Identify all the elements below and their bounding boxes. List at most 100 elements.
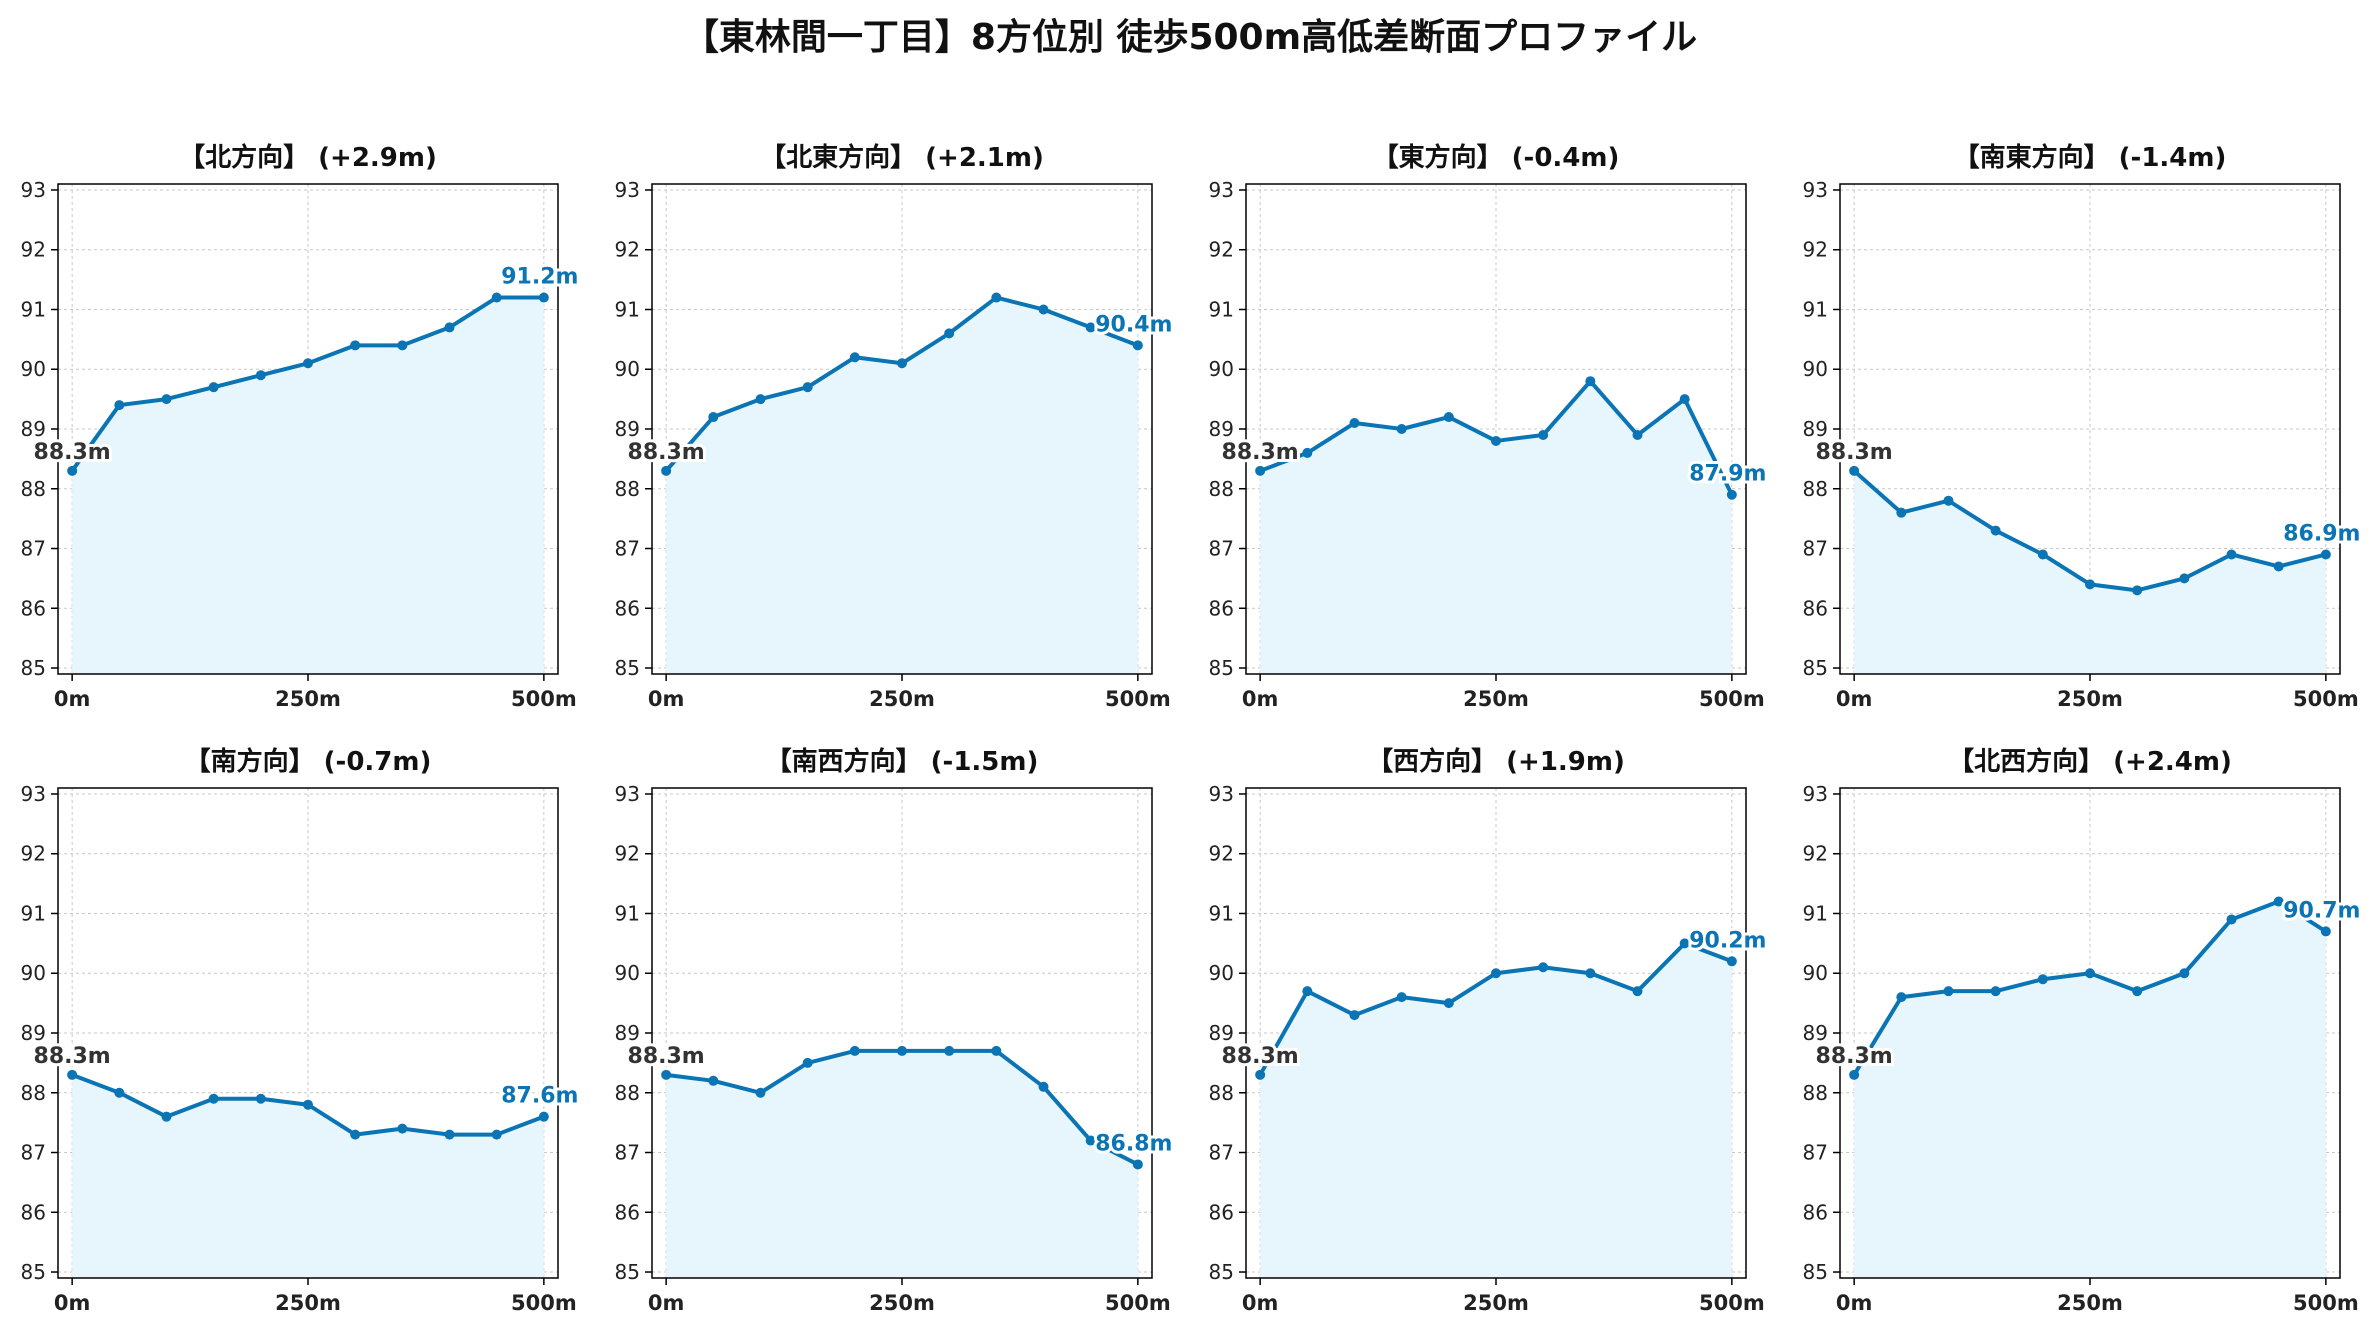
y-tick-label: 92 xyxy=(21,238,46,262)
chart-panel-8: 【北西方向】 (+2.4m) 85 86 87 88 89 90 91 92 93 0m 250m 50… xyxy=(1803,746,2364,1315)
data-point xyxy=(161,394,172,405)
data-point xyxy=(1726,956,1737,967)
data-point xyxy=(2037,549,2048,560)
x-tick-label: 500m xyxy=(1699,687,1765,711)
start-elevation-label: 88.3m xyxy=(628,440,705,465)
start-elevation-label: 88.3m xyxy=(1222,440,1299,465)
start-elevation-label: 88.3m xyxy=(628,1044,705,1069)
end-elevation-label: 90.7m xyxy=(2283,898,2360,923)
end-elevation-label: 86.8m xyxy=(1095,1131,1172,1156)
x-tick-label: 250m xyxy=(869,687,935,711)
y-tick-label: 89 xyxy=(21,1021,46,1045)
y-tick-label: 93 xyxy=(21,782,46,806)
data-point xyxy=(1585,968,1596,979)
x-tick-label: 500m xyxy=(1105,1291,1171,1315)
data-point xyxy=(255,1093,266,1104)
y-tick-label: 87 xyxy=(615,1141,640,1165)
x-tick-label: 0m xyxy=(1836,687,1873,711)
data-point xyxy=(538,1111,549,1122)
x-tick-label: 250m xyxy=(275,1291,341,1315)
data-point xyxy=(2273,561,2284,572)
data-point xyxy=(1302,447,1313,458)
data-point xyxy=(1679,394,1690,405)
y-tick-label: 93 xyxy=(615,782,640,806)
y-tick-label: 90 xyxy=(1209,357,1234,381)
start-elevation-label: 88.3m xyxy=(1816,1044,1893,1069)
y-tick-label: 91 xyxy=(1803,901,1828,925)
y-tick-label: 93 xyxy=(1803,178,1828,202)
area-fill xyxy=(72,297,544,674)
x-tick-label: 500m xyxy=(1699,1291,1765,1315)
data-point xyxy=(1349,418,1360,429)
y-tick-label: 88 xyxy=(1803,1081,1828,1105)
y-tick-label: 90 xyxy=(1209,961,1234,985)
x-tick-label: 250m xyxy=(1463,687,1529,711)
data-point xyxy=(1990,986,2001,997)
y-tick-label: 89 xyxy=(21,417,46,441)
data-point xyxy=(991,1045,1002,1056)
x-tick-label: 0m xyxy=(648,1291,685,1315)
x-tick-label: 0m xyxy=(648,687,685,711)
data-point xyxy=(1896,507,1907,518)
y-tick-label: 88 xyxy=(1803,477,1828,501)
panel-title: 【西方向】 (+1.9m) xyxy=(1367,746,1625,777)
data-point xyxy=(1585,376,1596,387)
data-point xyxy=(2085,579,2095,590)
data-point xyxy=(708,1075,719,1086)
data-point xyxy=(538,292,549,303)
y-tick-label: 87 xyxy=(21,1141,46,1165)
data-point xyxy=(991,292,1002,303)
end-elevation-label: 90.2m xyxy=(1689,928,1766,953)
data-point xyxy=(2320,549,2331,560)
data-point xyxy=(1396,992,1407,1003)
data-point xyxy=(944,1045,955,1056)
y-tick-label: 87 xyxy=(1209,537,1234,561)
y-tick-label: 87 xyxy=(21,537,46,561)
y-tick-label: 88 xyxy=(615,1081,640,1105)
data-point xyxy=(755,1087,766,1098)
y-tick-label: 85 xyxy=(1803,656,1828,680)
y-tick-label: 92 xyxy=(615,238,640,262)
chart-panel-1: 【北方向】 (+2.9m) 85 86 87 88 89 90 91 92 93 0m 250m 500… xyxy=(21,142,582,711)
y-tick-label: 86 xyxy=(615,1200,640,1224)
chart-panel-2: 【北東方向】 (+2.1m) 85 86 87 88 89 90 91 92 93 0m 250m 50… xyxy=(615,142,1176,711)
data-point xyxy=(255,370,266,381)
data-point xyxy=(1632,986,1643,997)
data-point xyxy=(1255,465,1266,476)
data-point xyxy=(1990,525,2001,536)
x-tick-label: 0m xyxy=(54,687,91,711)
panel-title: 【北東方向】 (+2.1m) xyxy=(760,142,1044,173)
area-fill xyxy=(666,297,1138,674)
data-point xyxy=(1396,424,1407,434)
y-tick-label: 88 xyxy=(21,477,46,501)
data-point xyxy=(397,1123,408,1134)
y-tick-label: 88 xyxy=(21,1081,46,1105)
y-tick-label: 87 xyxy=(1209,1141,1234,1165)
y-tick-label: 85 xyxy=(615,656,640,680)
y-tick-label: 92 xyxy=(1209,238,1234,262)
y-tick-label: 90 xyxy=(615,357,640,381)
data-point xyxy=(2226,914,2237,925)
data-point xyxy=(897,1045,907,1056)
data-point xyxy=(1349,1010,1360,1021)
data-point xyxy=(444,322,455,333)
y-tick-label: 86 xyxy=(1803,596,1828,620)
panel-title: 【南東方向】 (-1.4m) xyxy=(1954,142,2227,173)
y-tick-label: 85 xyxy=(21,656,46,680)
x-tick-label: 500m xyxy=(2293,1291,2359,1315)
data-point xyxy=(2226,549,2237,560)
data-point xyxy=(397,340,408,351)
figure-title: 【東林間一丁目】8方位別 徒歩500m高低差断面プロファイル xyxy=(682,17,1698,58)
y-tick-label: 93 xyxy=(1209,782,1234,806)
panel-title: 【北方向】 (+2.9m) xyxy=(179,142,437,173)
y-tick-label: 86 xyxy=(21,596,46,620)
data-point xyxy=(708,412,719,423)
start-elevation-label: 88.3m xyxy=(34,1044,111,1069)
data-point xyxy=(1443,412,1454,423)
data-point xyxy=(2179,968,2190,979)
y-tick-label: 91 xyxy=(1209,901,1234,925)
data-point xyxy=(161,1111,172,1122)
y-tick-label: 93 xyxy=(1803,782,1828,806)
chart-panel-5: 【南方向】 (-0.7m) 85 86 87 88 89 90 91 92 93 0m 250m 500… xyxy=(21,746,582,1315)
y-tick-label: 93 xyxy=(1209,178,1234,202)
